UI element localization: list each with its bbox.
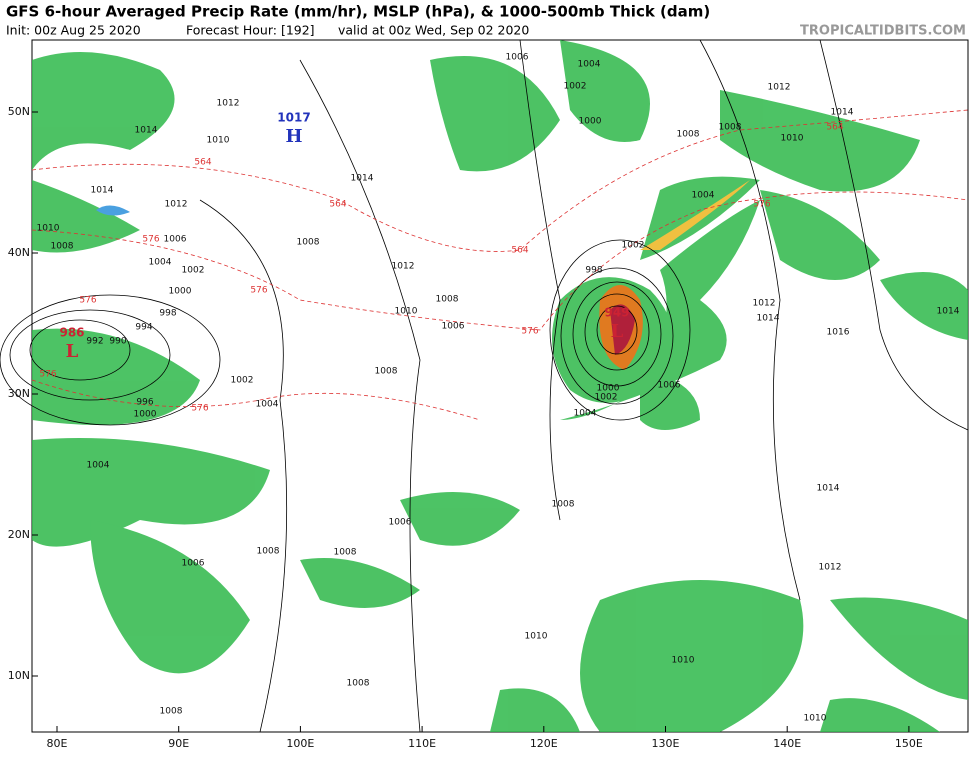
thickness-lines [31, 109, 969, 421]
thickness-label: 564 [194, 158, 211, 168]
lat-label: 50N [8, 105, 30, 118]
thickness-label: 576 [191, 404, 208, 414]
isobar-label: 1004 [578, 60, 601, 70]
isobar-label: 1000 [169, 287, 192, 297]
thickness-label: 564 [511, 246, 528, 256]
isobar-label: 1000 [579, 117, 602, 127]
pressure-symbol: L [611, 321, 624, 342]
isobar-label: 1014 [831, 108, 854, 118]
isobar-label: 1010 [395, 307, 418, 317]
thickness-label: 576 [521, 327, 538, 337]
isobar-label: 1002 [182, 266, 205, 276]
isobar-label: 1016 [827, 328, 850, 338]
valid-time: valid at 00z Wed, Sep 02 2020 [338, 23, 529, 38]
isobar-label: 1006 [164, 235, 187, 245]
isobar-label: 1008 [347, 679, 370, 689]
isobar-label: 994 [135, 323, 152, 333]
isobar-label: 1008 [334, 548, 357, 558]
isobar-label: 1002 [564, 82, 587, 92]
pressure-symbol: L [66, 341, 79, 362]
isobar-label: 1004 [692, 191, 715, 201]
thickness-label: 564 [826, 123, 843, 133]
isobar-label: 1014 [135, 126, 158, 136]
pressure-value: 949 [604, 306, 629, 320]
isobar-label: 992 [86, 337, 103, 347]
isobar-label: 1004 [256, 400, 279, 410]
isobar-label: 1006 [442, 322, 465, 332]
lon-label: 150E [895, 737, 923, 750]
isobar-label: 998 [585, 266, 602, 276]
isobar-label: 1014 [757, 314, 780, 324]
isobar-label: 1006 [658, 381, 681, 391]
isobar-label: 1010 [207, 136, 230, 146]
isobar-label: 1014 [817, 484, 840, 494]
thickness-label: 576 [142, 235, 159, 245]
isobars [0, 39, 969, 733]
isobar-label: 1000 [597, 384, 620, 394]
isobar-label: 1014 [351, 174, 374, 184]
pressure-value: 986 [59, 326, 84, 340]
isobar-label: 1006 [389, 518, 412, 528]
isobar-label: 1008 [719, 123, 742, 133]
isobar-label: 1010 [672, 656, 695, 666]
isobar-label: 1010 [37, 224, 60, 234]
thickness-label: 576 [79, 296, 96, 306]
isobar-label: 1004 [87, 461, 110, 471]
isobar-label: 1008 [160, 707, 183, 717]
isobar-label: 1012 [768, 83, 791, 93]
isobar-label: 996 [136, 398, 153, 408]
lat-label: 10N [8, 669, 30, 682]
isobar-label: 1002 [622, 241, 645, 251]
watermark: TROPICALTIDBITS.COM [800, 24, 966, 39]
isobar-label: 1014 [937, 307, 960, 317]
lon-label: 120E [530, 737, 558, 750]
isobar-label: 1014 [91, 186, 114, 196]
isobar-label: 1008 [257, 547, 280, 557]
lat-label: 30N [8, 387, 30, 400]
isobar-label: 1010 [525, 632, 548, 642]
isobar-label: 998 [159, 309, 176, 319]
isobar-label: 1012 [753, 299, 776, 309]
thickness-label: 564 [329, 200, 346, 210]
isobar-label: 1012 [165, 200, 188, 210]
thickness-label: 576 [39, 370, 56, 380]
isobar-label: 1008 [677, 130, 700, 140]
isobar-label: 1004 [574, 409, 597, 419]
isobar-label: 1008 [375, 367, 398, 377]
isobar-label: 1000 [134, 410, 157, 420]
map-area [0, 39, 969, 733]
isobar-label: 990 [109, 337, 126, 347]
isobar-label: 1012 [392, 262, 415, 272]
lon-label: 140E [773, 737, 801, 750]
isobar-label: 1008 [436, 295, 459, 305]
isobar-label: 1012 [819, 563, 842, 573]
lon-label: 80E [47, 737, 68, 750]
lon-label: 90E [168, 737, 189, 750]
init: Init: 00z Aug 25 2020 [6, 23, 141, 38]
thickness-label: 576 [250, 286, 267, 296]
isobar-label: 1010 [781, 134, 804, 144]
lat-label: 40N [8, 246, 30, 259]
isobar-label: 1008 [51, 242, 74, 252]
isobar-label: 1002 [595, 393, 618, 403]
isobar-label: 1006 [506, 53, 529, 63]
lon-label: 110E [408, 737, 436, 750]
pressure-symbol: H [285, 126, 302, 147]
heavy-precip [96, 180, 750, 370]
isobar-label: 1010 [804, 714, 827, 724]
isobar-label: 1006 [182, 559, 205, 569]
forecast-hour: Forecast Hour: [192] [186, 23, 315, 38]
pressure-value: 1017 [277, 111, 310, 125]
lon-label: 100E [286, 737, 314, 750]
lon-label: 130E [652, 737, 680, 750]
isobar-label: 1008 [297, 238, 320, 248]
isobar-label: 1012 [217, 99, 240, 109]
isobar-label: 1004 [149, 258, 172, 268]
isobar-label: 1008 [552, 500, 575, 510]
lat-label: 20N [8, 528, 30, 541]
thickness-label: 576 [753, 200, 770, 210]
title: GFS 6-hour Averaged Precip Rate (mm/hr),… [6, 3, 710, 21]
isobar-label: 1002 [231, 376, 254, 386]
